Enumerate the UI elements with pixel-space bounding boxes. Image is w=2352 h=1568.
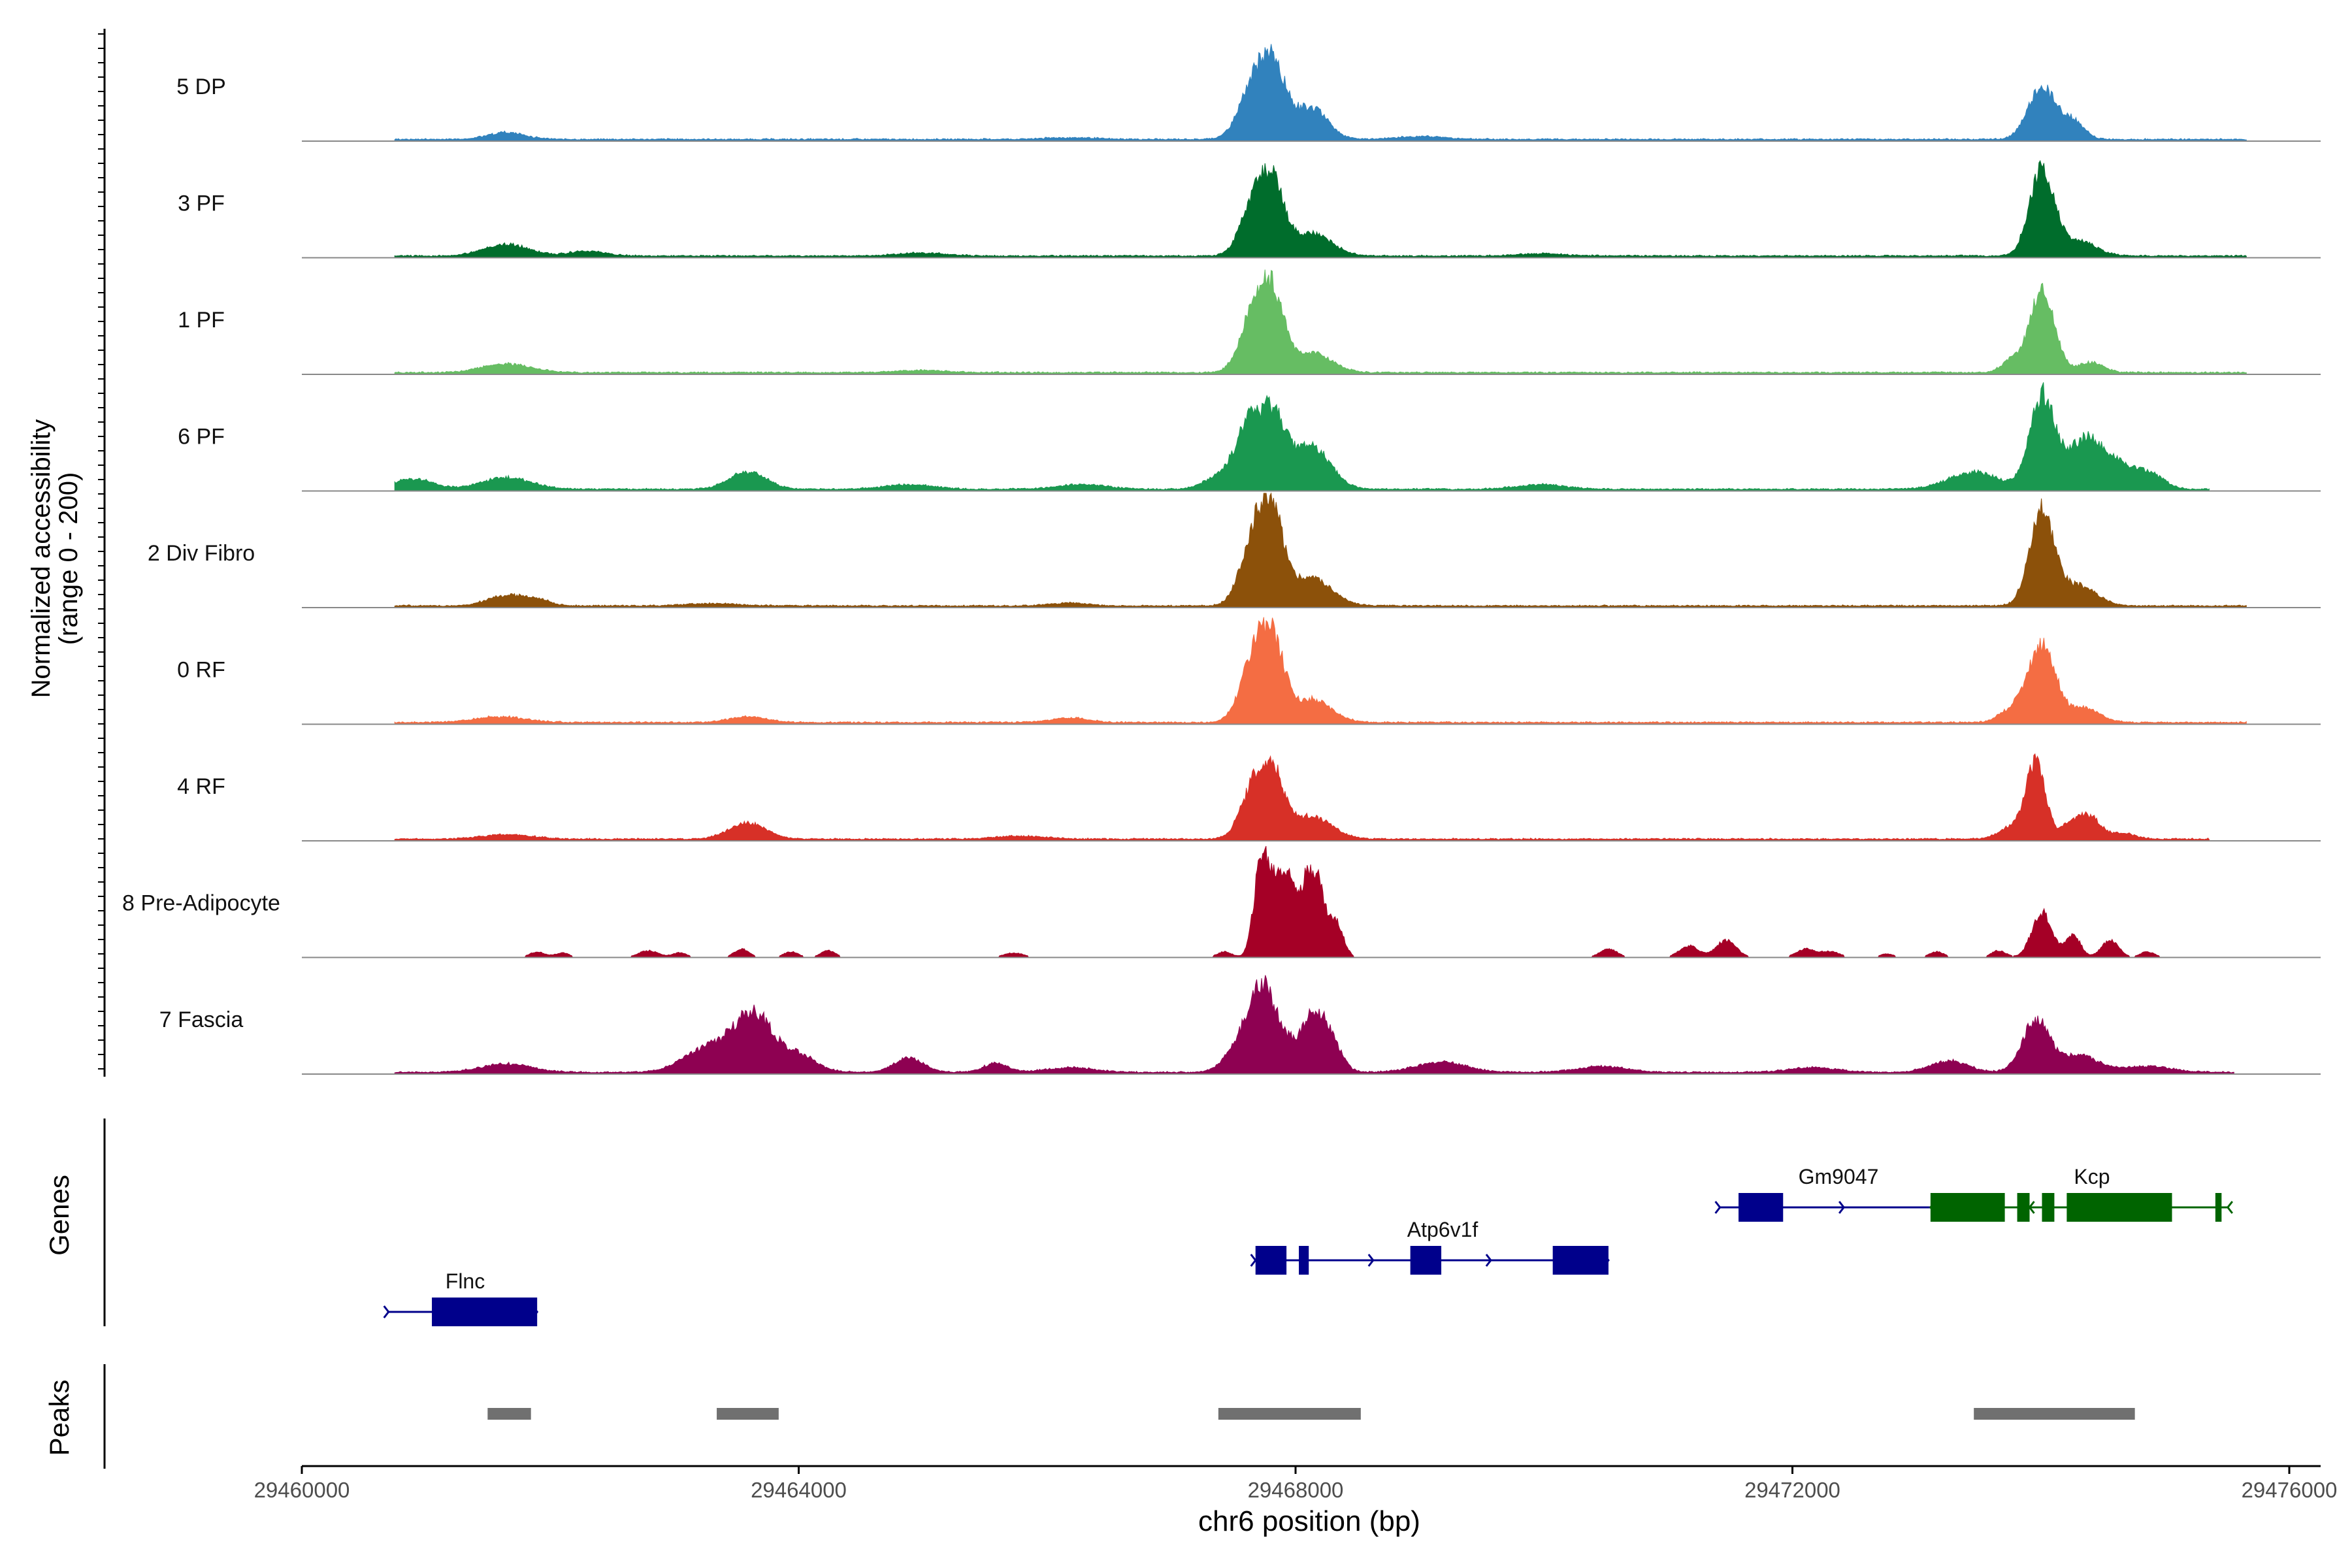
gene-exon bbox=[2066, 1193, 2172, 1222]
peak-bar bbox=[487, 1408, 531, 1420]
coverage-tracks: 5 DP 3 PF 1 PF 6 PF 2 Div Fibro 0 RF 4 RF 8 Pre… bbox=[122, 44, 2321, 1075]
peak-bar bbox=[1218, 1408, 1361, 1420]
x-axis: 29460000 29464000 29468000 29472000 29476000 bbox=[254, 1465, 2338, 1502]
strand-arrow bbox=[1250, 1254, 1257, 1267]
genes-panel-title: Genes bbox=[44, 1175, 74, 1256]
track-0-rf: 0 RF bbox=[177, 617, 2321, 725]
track-label: 2 Div Fibro bbox=[148, 541, 255, 566]
x-tick-label: 29468000 bbox=[1248, 1478, 1344, 1502]
gene-exon bbox=[1739, 1193, 1784, 1222]
track-label: 0 RF bbox=[177, 658, 225, 683]
strand-arrow bbox=[1714, 1201, 1722, 1214]
gene-exon bbox=[2215, 1193, 2222, 1222]
track-2-div-fibro: 2 Div Fibro bbox=[148, 492, 2321, 608]
strand-arrow bbox=[1367, 1254, 1375, 1267]
gene-flnc: Flnc bbox=[383, 1269, 539, 1326]
gene-kcp: Kcp bbox=[1929, 1165, 2234, 1222]
track-1-pf: 1 PF bbox=[178, 269, 2321, 375]
coverage-area bbox=[394, 269, 2247, 375]
gene-exon bbox=[1299, 1246, 1309, 1275]
peak-bar bbox=[717, 1408, 779, 1420]
coverage-area bbox=[394, 617, 2247, 725]
gene-exon bbox=[2017, 1193, 2030, 1222]
track-label: 6 PF bbox=[178, 425, 225, 449]
strand-arrow bbox=[1485, 1254, 1492, 1267]
coverage-area bbox=[394, 159, 2247, 258]
track-label: 5 DP bbox=[176, 74, 226, 99]
gene-label: Gm9047 bbox=[1799, 1165, 1879, 1188]
strand-arrow bbox=[1838, 1201, 1846, 1214]
coverage-area bbox=[394, 975, 2234, 1075]
track-label: 4 RF bbox=[177, 774, 225, 799]
coverage-area bbox=[394, 382, 2210, 491]
coverage-area bbox=[394, 753, 2210, 841]
gene-exon bbox=[1552, 1246, 1609, 1275]
left-y-axis bbox=[98, 29, 106, 1077]
track-label: 8 Pre-Adipocyte bbox=[122, 891, 280, 916]
gene-label: Kcp bbox=[2074, 1165, 2110, 1188]
strand-arrow bbox=[2028, 1201, 2035, 1214]
track-label: 7 Fascia bbox=[159, 1007, 244, 1032]
peaks-panel bbox=[103, 1364, 2135, 1469]
genes-panel: Flnc Atp6v1f Gm9047 Kcp bbox=[103, 1119, 2234, 1326]
strand-arrow bbox=[2226, 1201, 2234, 1214]
gene-exon bbox=[1255, 1246, 1287, 1275]
track-3-pf: 3 PF bbox=[178, 159, 2321, 259]
track-7-fascia: 7 Fascia bbox=[159, 975, 2321, 1075]
track-6-pf: 6 PF bbox=[178, 382, 2321, 492]
track-label: 1 PF bbox=[178, 308, 225, 333]
gene-gm9047: Gm9047 bbox=[1714, 1165, 1969, 1222]
gene-label: Flnc bbox=[446, 1269, 485, 1293]
x-tick-label: 29476000 bbox=[2242, 1478, 2338, 1502]
x-tick-label: 29460000 bbox=[254, 1478, 350, 1502]
gene-atp6v1f: Atp6v1f bbox=[1250, 1218, 1610, 1275]
coverage-area bbox=[524, 845, 2197, 958]
y-axis-title-line1: Normalized accessibility bbox=[27, 419, 56, 698]
x-tick-label: 29472000 bbox=[1744, 1478, 1840, 1502]
gene-exon bbox=[1930, 1193, 2005, 1222]
track-5-dp: 5 DP bbox=[176, 44, 2321, 142]
peak-bar bbox=[1974, 1408, 2135, 1420]
gene-exon bbox=[432, 1298, 538, 1326]
x-tick-label: 29464000 bbox=[751, 1478, 847, 1502]
track-4-rf: 4 RF bbox=[177, 753, 2321, 841]
x-axis-title: chr6 position (bp) bbox=[1198, 1505, 1420, 1537]
coverage-area bbox=[394, 44, 2247, 142]
track-8-pre-adipocyte: 8 Pre-Adipocyte bbox=[122, 845, 2321, 958]
gene-label: Atp6v1f bbox=[1407, 1218, 1478, 1241]
coverage-area bbox=[394, 492, 2247, 608]
gene-exon bbox=[2042, 1193, 2055, 1222]
track-label: 3 PF bbox=[178, 191, 225, 216]
peaks-panel-title: Peaks bbox=[44, 1380, 74, 1456]
gene-exon bbox=[1410, 1246, 1442, 1275]
strand-arrow bbox=[383, 1305, 390, 1318]
y-axis-title-line2: (range 0 - 200) bbox=[54, 472, 83, 645]
